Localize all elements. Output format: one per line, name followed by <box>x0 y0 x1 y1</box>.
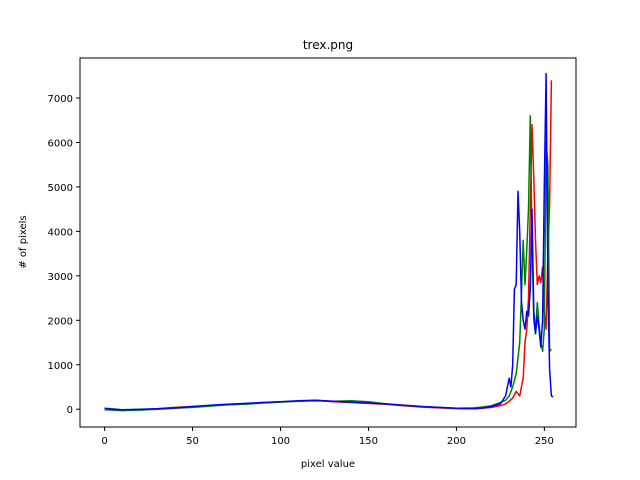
x-tick-label: 0 <box>101 436 107 447</box>
x-tick-label: 250 <box>535 436 554 447</box>
y-tick-label: 3000 <box>48 272 73 283</box>
x-tick-label: 50 <box>186 436 199 447</box>
y-axis-ticks: 0 1000 2000 3000 4000 5000 6000 7000 <box>48 94 80 416</box>
y-tick-label: 2000 <box>48 316 73 327</box>
series-line-2 <box>104 72 554 411</box>
y-tick-label: 6000 <box>48 138 73 149</box>
x-axis-label: pixel value <box>301 459 355 470</box>
x-tick-label: 150 <box>359 436 378 447</box>
series-layer <box>104 72 554 412</box>
chart-title: trex.png <box>303 38 353 52</box>
x-tick-label: 200 <box>447 436 466 447</box>
y-tick-label: 7000 <box>48 94 73 105</box>
y-tick-label: 4000 <box>48 227 73 238</box>
y-axis-label: # of pixels <box>18 215 29 268</box>
y-tick-label: 5000 <box>48 183 73 194</box>
plot-frame <box>79 57 577 428</box>
y-tick-label: 1000 <box>48 361 73 372</box>
x-axis-ticks: 0 50 100 150 200 250 <box>101 427 554 447</box>
series-line-1 <box>104 115 552 412</box>
y-tick-label: 0 <box>67 405 73 416</box>
x-tick-label: 100 <box>271 436 290 447</box>
